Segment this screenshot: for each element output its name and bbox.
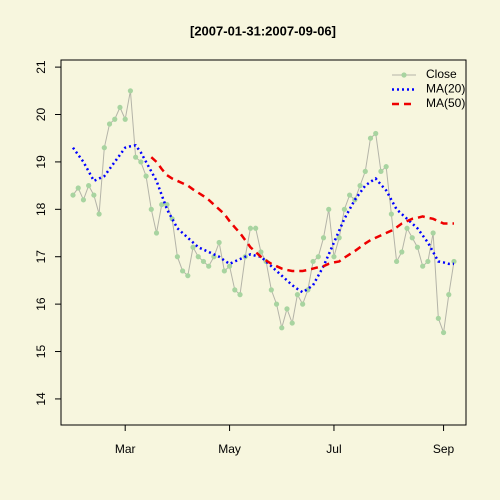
- data-point: [148, 206, 154, 212]
- y-tick-label: 16: [34, 297, 48, 311]
- data-point: [393, 258, 400, 265]
- x-tick-label: Mar: [115, 442, 136, 456]
- data-point: [174, 254, 180, 260]
- legend-label: MA(50): [426, 96, 465, 110]
- data-point: [96, 211, 102, 217]
- plot-frame: [60, 59, 467, 426]
- legend-marker: [401, 72, 407, 78]
- data-point: [253, 225, 259, 231]
- series-line: [150, 156, 454, 273]
- data-point: [362, 168, 368, 174]
- y-tick-label: 19: [34, 155, 48, 169]
- data-point: [409, 235, 415, 241]
- data-point: [247, 225, 254, 231]
- series-line: [71, 143, 454, 294]
- data-point: [420, 263, 426, 269]
- data-point: [200, 258, 207, 265]
- legend-label: MA(20): [426, 82, 465, 96]
- data-point: [133, 154, 139, 160]
- legend-label: Close: [426, 67, 457, 81]
- chart-title: [2007-01-31:2007-09-06]: [190, 23, 336, 38]
- data-point: [446, 292, 452, 298]
- data-point: [326, 206, 332, 212]
- data-point: [143, 173, 149, 179]
- data-point: [404, 225, 410, 231]
- data-point: [279, 325, 285, 331]
- x-tick-label: Jul: [326, 442, 341, 456]
- data-point: [127, 88, 134, 94]
- data-point: [221, 268, 227, 274]
- data-point: [86, 183, 92, 189]
- data-point: [185, 273, 191, 279]
- data-point: [91, 192, 97, 198]
- data-point: [378, 168, 384, 174]
- data-point: [237, 292, 243, 298]
- data-point: [112, 116, 118, 122]
- data-point: [190, 244, 196, 250]
- data-point: [75, 185, 81, 191]
- data-point: [101, 145, 107, 151]
- data-point: [435, 315, 441, 321]
- data-point: [284, 306, 290, 312]
- data-point: [211, 254, 217, 260]
- y-tick-label: 20: [34, 108, 48, 122]
- data-point: [430, 230, 436, 236]
- data-point: [106, 121, 113, 127]
- data-point: [347, 192, 353, 198]
- data-point: [373, 130, 379, 137]
- y-tick-label: 18: [34, 202, 48, 216]
- data-point: [388, 211, 394, 217]
- data-point: [206, 263, 212, 269]
- data-point: [226, 263, 233, 269]
- data-point: [232, 287, 238, 293]
- data-point: [273, 301, 280, 307]
- data-point: [336, 235, 342, 241]
- data-point: [216, 239, 222, 246]
- data-point: [320, 235, 327, 241]
- data-point: [164, 201, 170, 208]
- x-tick-label: Sep: [433, 442, 455, 456]
- data-point: [195, 254, 201, 260]
- data-point: [80, 197, 87, 203]
- data-point: [258, 249, 264, 255]
- data-point: [153, 230, 160, 236]
- x-tick-label: May: [218, 442, 241, 456]
- data-point: [294, 292, 301, 298]
- data-point: [414, 244, 421, 250]
- data-point: [451, 258, 457, 265]
- data-point: [117, 104, 123, 111]
- data-point: [357, 183, 363, 189]
- y-tick-label: 15: [34, 345, 48, 359]
- data-point: [383, 164, 389, 170]
- data-point: [440, 329, 447, 336]
- data-point: [331, 254, 337, 260]
- data-point: [300, 301, 306, 307]
- data-point: [180, 268, 186, 274]
- data-point: [70, 192, 76, 198]
- data-point: [122, 116, 128, 122]
- data-point: [425, 258, 431, 265]
- y-tick-label: 21: [34, 60, 48, 74]
- data-point: [138, 159, 144, 165]
- data-point: [268, 287, 274, 293]
- data-point: [289, 320, 295, 326]
- data-point: [367, 135, 374, 141]
- y-tick-label: 14: [34, 392, 48, 406]
- data-point: [159, 201, 165, 208]
- data-point: [399, 249, 405, 255]
- data-point: [341, 206, 347, 212]
- data-point: [315, 254, 321, 260]
- y-tick-label: 17: [34, 250, 48, 264]
- data-point: [310, 258, 316, 265]
